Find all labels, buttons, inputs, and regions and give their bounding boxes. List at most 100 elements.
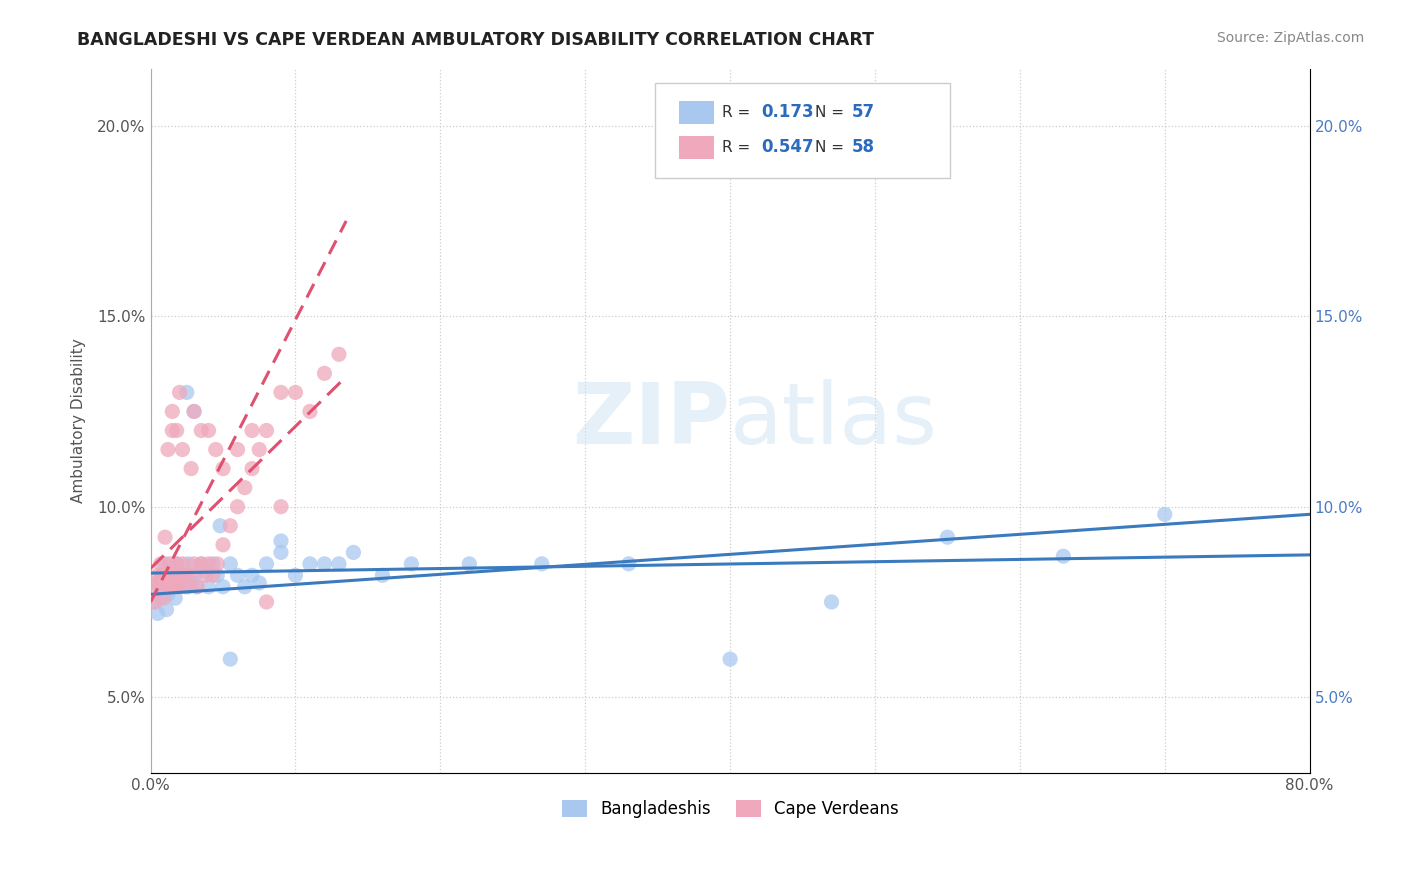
Point	[207, 568, 229, 582]
Point	[145, 575, 167, 590]
Point	[176, 385, 198, 400]
Point	[166, 557, 188, 571]
Text: 57: 57	[852, 103, 875, 121]
Point	[314, 367, 336, 381]
Point	[160, 575, 183, 590]
Point	[155, 602, 177, 616]
Point	[342, 545, 364, 559]
Point	[166, 424, 188, 438]
Point	[150, 568, 173, 582]
Point	[820, 595, 842, 609]
Point	[194, 565, 217, 579]
Point	[146, 568, 169, 582]
FancyBboxPatch shape	[679, 136, 714, 159]
Point	[165, 575, 187, 590]
Point	[169, 580, 191, 594]
Point	[207, 557, 229, 571]
Point	[180, 575, 202, 590]
Point	[180, 461, 202, 475]
Point	[166, 557, 188, 571]
Point	[247, 575, 270, 590]
Point	[183, 557, 205, 571]
Point	[157, 557, 180, 571]
Point	[183, 568, 205, 582]
Point	[530, 557, 553, 571]
Point	[270, 534, 292, 549]
Point	[209, 518, 232, 533]
Point	[167, 580, 190, 594]
Point	[298, 404, 321, 418]
Point	[328, 347, 350, 361]
Point	[270, 385, 292, 400]
Point	[212, 538, 235, 552]
Point	[149, 557, 172, 571]
Point	[156, 442, 179, 457]
Point	[149, 591, 172, 606]
Text: R =: R =	[723, 140, 755, 155]
Point	[284, 385, 307, 400]
Point	[167, 568, 190, 582]
Point	[226, 568, 249, 582]
Point	[165, 591, 187, 606]
Point	[298, 557, 321, 571]
Text: BANGLADESHI VS CAPE VERDEAN AMBULATORY DISABILITY CORRELATION CHART: BANGLADESHI VS CAPE VERDEAN AMBULATORY D…	[77, 31, 875, 49]
Point	[190, 557, 212, 571]
Point	[172, 557, 194, 571]
Point	[148, 580, 170, 594]
Point	[150, 568, 173, 582]
Point	[145, 583, 167, 598]
Point	[270, 545, 292, 559]
Text: N =: N =	[814, 140, 849, 155]
Point	[240, 568, 263, 582]
Point	[143, 595, 166, 609]
Point	[152, 591, 174, 606]
Point	[174, 568, 197, 582]
Text: 0.547: 0.547	[762, 138, 814, 156]
Text: 0.173: 0.173	[762, 103, 814, 121]
Point	[1052, 549, 1074, 564]
Point	[162, 580, 184, 594]
Point	[936, 530, 959, 544]
Point	[328, 557, 350, 571]
Point	[401, 557, 423, 571]
Point	[201, 568, 224, 582]
Point	[148, 575, 170, 590]
Point	[186, 580, 208, 594]
Point	[256, 557, 278, 571]
Point	[162, 404, 184, 418]
Point	[247, 442, 270, 457]
Point	[180, 568, 202, 582]
Point	[314, 557, 336, 571]
Point	[186, 580, 208, 594]
Point	[172, 568, 194, 582]
Point	[219, 652, 242, 666]
Point	[156, 580, 179, 594]
Text: Source: ZipAtlas.com: Source: ZipAtlas.com	[1216, 31, 1364, 45]
Point	[152, 580, 174, 594]
Point	[219, 518, 242, 533]
Point	[197, 580, 219, 594]
Point	[172, 442, 194, 457]
Point	[174, 580, 197, 594]
Point	[617, 557, 640, 571]
Point	[240, 424, 263, 438]
Point	[270, 500, 292, 514]
Text: 58: 58	[852, 138, 875, 156]
Point	[146, 607, 169, 621]
Point	[1153, 508, 1175, 522]
Point	[233, 481, 256, 495]
Point	[160, 568, 183, 582]
Point	[162, 580, 184, 594]
Point	[219, 557, 242, 571]
Point	[212, 580, 235, 594]
Point	[197, 557, 219, 571]
Point	[169, 575, 191, 590]
Point	[153, 530, 176, 544]
FancyBboxPatch shape	[655, 83, 950, 178]
Point	[157, 565, 180, 579]
Point	[163, 568, 186, 582]
Text: R =: R =	[723, 104, 755, 120]
Point	[163, 568, 186, 582]
Text: N =: N =	[814, 104, 849, 120]
Text: ZIP: ZIP	[572, 379, 730, 462]
